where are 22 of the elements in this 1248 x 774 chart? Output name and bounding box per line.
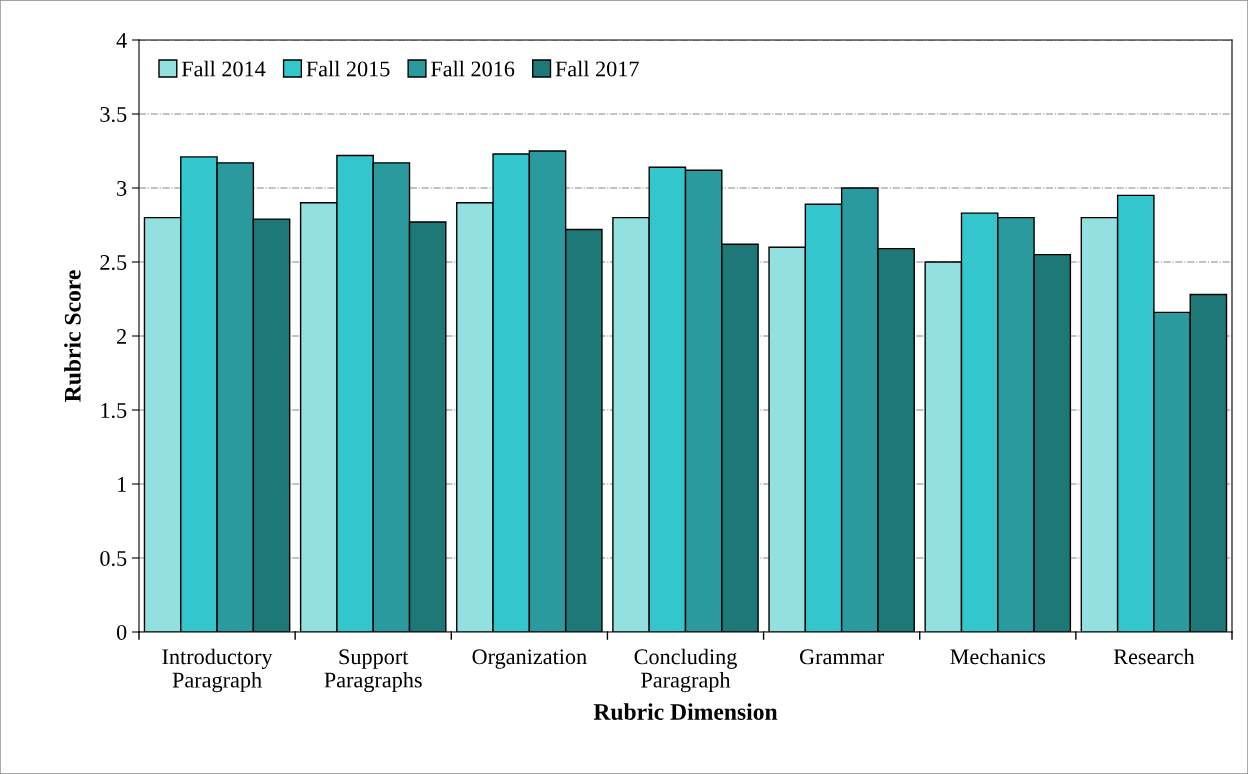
y-tick-label: 2.5 (100, 254, 127, 271)
x-tick-label: Concluding Paragraph (634, 648, 737, 693)
x-tick-label: Introductory Paragraph (162, 648, 273, 693)
x-axis-title: Rubric Dimension (593, 703, 778, 720)
x-tick-label: Support Paragraphs (324, 649, 422, 693)
legend-label: Fall 2016 (431, 60, 515, 77)
y-tick-label: 1 (118, 477, 126, 492)
legend-label: Fall 2015 (306, 60, 390, 77)
y-tick-label: 3 (117, 180, 127, 196)
y-axis-title: Rubric Score (64, 270, 81, 402)
x-tick-label: Grammar (799, 649, 885, 665)
y-tick-label: 1.5 (101, 403, 127, 419)
legend-label: Fall 2014 (181, 60, 266, 77)
x-tick-label: Research (1113, 648, 1195, 665)
x-tick-label: Organization (472, 649, 587, 669)
y-tick-label: 3.5 (100, 106, 127, 123)
y-tick-label: 0 (116, 624, 127, 640)
y-tick-label: 4 (116, 33, 127, 48)
y-tick-label: 0.5 (100, 550, 127, 567)
y-tick-label: 2 (117, 328, 126, 344)
x-tick-label: Mechanics (950, 648, 1046, 665)
legend-label: Fall 2017 (555, 60, 639, 77)
